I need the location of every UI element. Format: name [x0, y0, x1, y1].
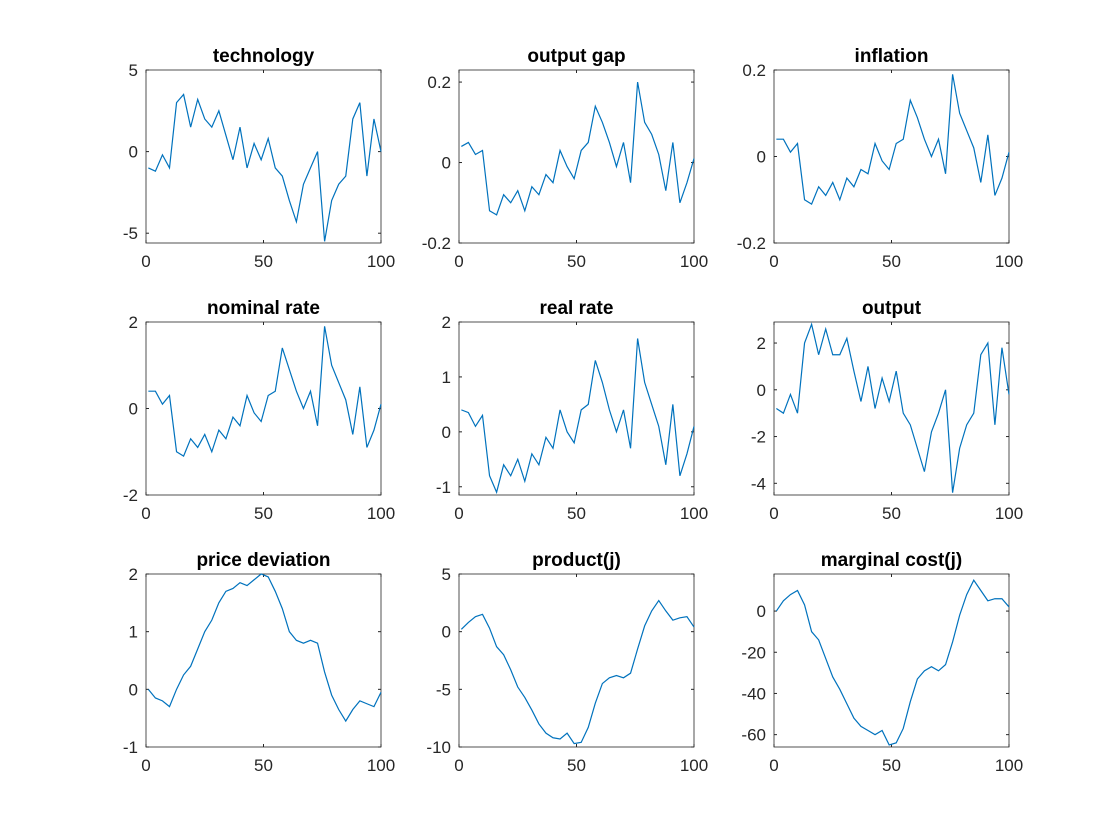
line: [148, 93, 382, 242]
y-tick-label: 1: [442, 368, 451, 387]
x-tick-label: 100: [995, 756, 1023, 775]
line: [147, 573, 382, 723]
y-tick-label: 0: [442, 423, 451, 442]
y-tick-label: 5: [442, 565, 451, 584]
x-tick-label: 100: [367, 252, 395, 271]
y-tick-label: -0.2: [422, 234, 451, 253]
y-tick-label: 0: [442, 154, 451, 173]
y-tick-label: 0: [129, 143, 138, 162]
y-tick-label: -40: [741, 684, 766, 703]
x-tick-label: 0: [769, 504, 778, 523]
x-tick-label: 50: [567, 756, 586, 775]
y-tick-label: 0: [129, 680, 138, 699]
subplot-title: inflation: [855, 46, 929, 67]
y-tick-label: 2: [129, 565, 138, 584]
y-tick-label: 2: [757, 334, 766, 353]
x-tick-label: 50: [567, 252, 586, 271]
x-tick-label: 50: [882, 756, 901, 775]
line: [148, 326, 382, 457]
y-tick-label: -2: [123, 486, 138, 505]
y-tick-label: -1: [436, 478, 451, 497]
y-tick-label: -5: [436, 680, 451, 699]
y-tick-label: -10: [426, 738, 451, 757]
x-tick-label: 0: [141, 756, 150, 775]
subplot-title: technology: [213, 46, 315, 67]
axes-box: [458, 573, 695, 748]
x-tick-label: 0: [141, 504, 150, 523]
line: [461, 81, 695, 216]
x-tick-label: 0: [454, 252, 463, 271]
subplot-title: output gap: [527, 46, 625, 67]
x-tick-label: 50: [567, 504, 586, 523]
subplot-title: marginal cost(j): [821, 550, 962, 571]
axes-box: [458, 69, 695, 244]
y-tick-label: -0.2: [737, 234, 766, 253]
x-tick-label: 100: [995, 504, 1023, 523]
subplot-title: nominal rate: [207, 298, 320, 319]
y-tick-label: -5: [123, 224, 138, 243]
y-tick-label: -20: [741, 643, 766, 662]
x-tick-label: 100: [995, 252, 1023, 271]
y-tick-label: -60: [741, 726, 766, 745]
y-tick-label: 2: [442, 313, 451, 332]
y-tick-label: 0: [442, 623, 451, 642]
axes-box: [773, 69, 1010, 244]
line: [775, 578, 1010, 746]
subplot-title: product(j): [532, 550, 621, 571]
line: [461, 338, 695, 495]
x-tick-label: 50: [254, 252, 273, 271]
x-tick-label: 0: [769, 756, 778, 775]
subplot-title: price deviation: [196, 550, 330, 571]
y-tick-label: 1: [129, 623, 138, 642]
x-tick-label: 100: [367, 504, 395, 523]
line: [776, 322, 1010, 493]
x-tick-label: 0: [769, 252, 778, 271]
y-tick-label: 0: [757, 602, 766, 621]
axes-box: [773, 321, 1010, 496]
line: [460, 599, 695, 745]
x-tick-label: 50: [254, 504, 273, 523]
x-tick-label: 0: [454, 504, 463, 523]
y-tick-label: 5: [129, 61, 138, 80]
x-tick-label: 100: [367, 756, 395, 775]
x-tick-label: 100: [680, 252, 708, 271]
x-tick-label: 0: [454, 756, 463, 775]
x-tick-label: 100: [680, 756, 708, 775]
y-tick-label: -4: [751, 474, 766, 493]
subplot-title: output: [862, 298, 922, 319]
line: [776, 74, 1010, 205]
axes-box: [773, 573, 1010, 748]
x-tick-label: 100: [680, 504, 708, 523]
subplot-title: real rate: [540, 298, 614, 319]
y-tick-label: 0: [757, 148, 766, 167]
y-tick-label: 0.2: [427, 73, 451, 92]
axes-box: [145, 321, 382, 496]
x-tick-label: 0: [141, 252, 150, 271]
axes-box: [145, 69, 382, 244]
y-tick-label: 0.2: [742, 61, 766, 80]
y-tick-label: -2: [751, 428, 766, 447]
x-tick-label: 50: [254, 756, 273, 775]
x-tick-label: 50: [882, 252, 901, 271]
x-tick-label: 50: [882, 504, 901, 523]
y-tick-label: 0: [757, 381, 766, 400]
y-tick-label: -1: [123, 738, 138, 757]
y-tick-label: 0: [129, 400, 138, 419]
axes-box: [458, 321, 695, 496]
y-tick-label: 2: [129, 313, 138, 332]
